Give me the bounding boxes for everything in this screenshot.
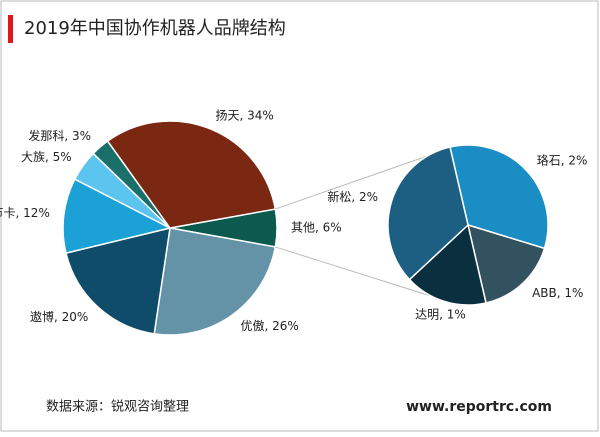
slice-label: 珞石, 2% [537,153,588,167]
slice-label: 扬天, 34% [215,107,273,122]
slice-label: 遨博, 20% [30,309,88,324]
slice-label: 发那科, 3% [28,128,91,143]
connector [275,246,457,305]
pie-slice [408,223,487,306]
slice-label: 节卡, 12% [0,206,50,220]
pie-slice [449,144,549,250]
pie-slice [65,227,171,335]
slice-label: 新松, 2% [327,189,378,204]
pie-slice [387,146,469,281]
website: www.reportrc.com [406,399,552,415]
pie-slice [153,227,277,336]
source: 数据来源：锐观咨询整理 [46,400,189,415]
slice-label: 大族, 5% [21,150,72,164]
title-accent [8,15,13,43]
pie-slice [466,223,546,304]
slice-label: ABB, 1% [532,286,583,300]
pie-slice [62,178,173,255]
slice-label: 优傲, 26% [241,318,299,333]
slice-label: 达明, 1% [415,307,466,321]
chart-title: 2019年中国协作机器人品牌结构 [24,18,286,39]
pie-slice [106,120,277,229]
slice-label: 其他, 6% [291,221,342,235]
